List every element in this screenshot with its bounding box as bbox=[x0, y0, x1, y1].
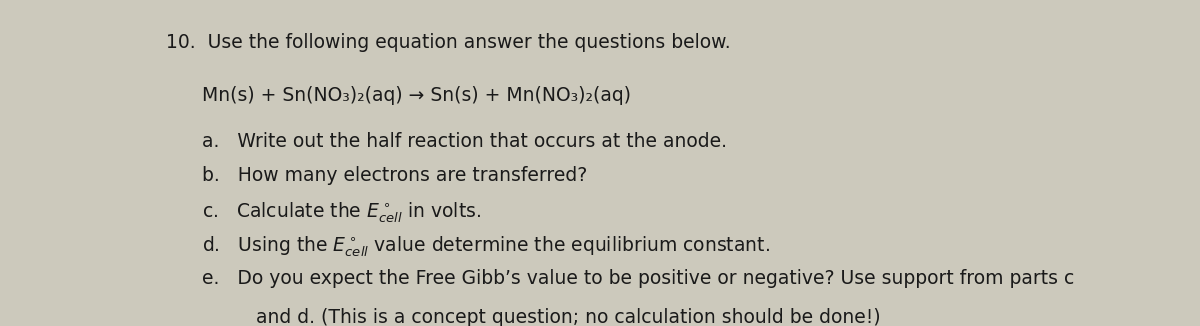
Text: 10.  Use the following equation answer the questions below.: 10. Use the following equation answer th… bbox=[166, 33, 731, 52]
Text: and d. (This is a concept question; no calculation should be done!): and d. (This is a concept question; no c… bbox=[256, 308, 881, 326]
Text: a.   Write out the half reaction that occurs at the anode.: a. Write out the half reaction that occu… bbox=[202, 132, 727, 151]
Text: c.   Calculate the $E^\circ_{cell}$ in volts.: c. Calculate the $E^\circ_{cell}$ in vol… bbox=[202, 200, 481, 225]
Text: e.   Do you expect the Free Gibb’s value to be positive or negative? Use support: e. Do you expect the Free Gibb’s value t… bbox=[202, 269, 1074, 288]
Text: d.   Using the $E^\circ_{cell}$ value determine the equilibrium constant.: d. Using the $E^\circ_{cell}$ value dete… bbox=[202, 235, 769, 259]
Text: b.   How many electrons are transferred?: b. How many electrons are transferred? bbox=[202, 166, 587, 185]
Text: Mn(s) + Sn(NO₃)₂(aq) → Sn(s) + Mn(NO₃)₂(aq): Mn(s) + Sn(NO₃)₂(aq) → Sn(s) + Mn(NO₃)₂(… bbox=[202, 86, 631, 105]
